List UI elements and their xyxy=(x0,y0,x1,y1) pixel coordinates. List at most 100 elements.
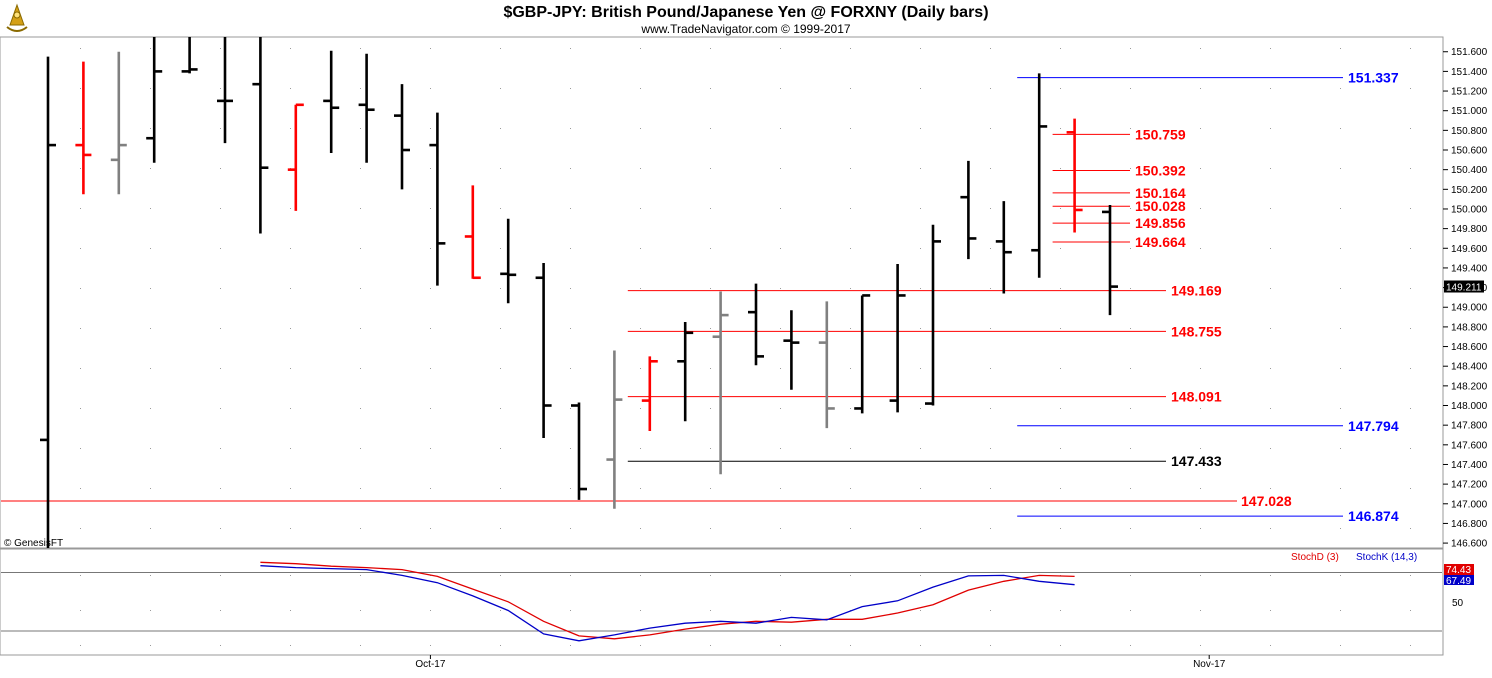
grid-dot xyxy=(920,528,921,529)
grid-dot xyxy=(1200,645,1201,646)
grid-dot xyxy=(1270,288,1271,289)
grid-dot xyxy=(220,288,221,289)
grid-dot xyxy=(780,48,781,49)
price-tick-label: 148.200 xyxy=(1451,381,1488,392)
grid-dot xyxy=(220,575,221,576)
level-label: 150.392 xyxy=(1135,162,1186,178)
grid-dot xyxy=(220,248,221,249)
grid-dot xyxy=(1270,645,1271,646)
level-label: 150.028 xyxy=(1135,198,1186,214)
grid-dot xyxy=(990,48,991,49)
grid-dot xyxy=(290,208,291,209)
grid-dot xyxy=(290,488,291,489)
grid-dot xyxy=(640,448,641,449)
grid-dot xyxy=(570,288,571,289)
ohlc-bar xyxy=(1066,118,1083,233)
price-tick-label: 147.000 xyxy=(1451,499,1488,510)
grid-dot xyxy=(710,88,711,89)
grid-dot xyxy=(920,368,921,369)
grid-dot xyxy=(220,208,221,209)
grid-dot xyxy=(850,248,851,249)
grid-dot xyxy=(1340,208,1341,209)
grid-dot xyxy=(290,575,291,576)
grid-dot xyxy=(990,208,991,209)
grid-dot xyxy=(80,408,81,409)
grid-dot xyxy=(1060,168,1061,169)
grid-dot xyxy=(780,575,781,576)
ohlc-bar xyxy=(571,402,587,500)
grid-dot xyxy=(990,610,991,611)
grid-dot xyxy=(500,128,501,129)
grid-dot xyxy=(80,248,81,249)
chart-title: $GBP-JPY: British Pound/Japanese Yen @ F… xyxy=(503,4,988,21)
ohlc-bar xyxy=(1031,73,1048,278)
grid-dot xyxy=(150,128,151,129)
ohlc-bar xyxy=(712,291,729,475)
grid-dot xyxy=(150,610,151,611)
grid-dot xyxy=(780,610,781,611)
grid-dot xyxy=(360,168,361,169)
price-tick-label: 146.800 xyxy=(1451,519,1488,530)
price-tick-label: 147.800 xyxy=(1451,421,1488,432)
grid-dot xyxy=(80,368,81,369)
grid-dot xyxy=(360,328,361,329)
grid-dot xyxy=(990,528,991,529)
grid-dot xyxy=(1410,88,1411,89)
level-label: 147.433 xyxy=(1171,453,1222,469)
grid-dot xyxy=(430,408,431,409)
grid-dot xyxy=(570,128,571,129)
grid-dot xyxy=(1060,645,1061,646)
grid-dot xyxy=(1340,368,1341,369)
grid-dot xyxy=(220,48,221,49)
grid-dot xyxy=(360,128,361,129)
grid-dot xyxy=(1410,328,1411,329)
ohlc-bar xyxy=(110,51,127,195)
grid-dot xyxy=(640,328,641,329)
grid-dot xyxy=(640,575,641,576)
grid-dot xyxy=(1060,128,1061,129)
grid-dot xyxy=(710,248,711,249)
grid-dot xyxy=(500,408,501,409)
price-tick-label: 147.400 xyxy=(1451,460,1488,471)
grid-dot xyxy=(1200,48,1201,49)
grid-dot xyxy=(290,448,291,449)
stoch-readouts: 74.43 67.49 xyxy=(1444,564,1474,587)
grid-dot xyxy=(1270,610,1271,611)
grid-dot xyxy=(1130,448,1131,449)
grid-dot xyxy=(150,88,151,89)
grid-dot xyxy=(710,575,711,576)
grid-dot xyxy=(500,88,501,89)
grid-dot xyxy=(1130,128,1131,129)
date-axis: Oct-17 Nov-17 xyxy=(415,655,1226,670)
grid-dot xyxy=(1130,48,1131,49)
grid-dot xyxy=(430,645,431,646)
grid-dot xyxy=(1200,248,1201,249)
price-axis: 151.600 151.400 151.200 151.000 150.800 150.6… xyxy=(1443,47,1488,550)
grid-dot xyxy=(850,368,851,369)
grid-dot xyxy=(80,328,81,329)
ohlc-bar xyxy=(75,61,92,195)
grid-dot xyxy=(1270,448,1271,449)
grid-dot xyxy=(430,88,431,89)
grid-dot xyxy=(1200,448,1201,449)
ohlc-bars xyxy=(40,37,1118,548)
grid-dot xyxy=(430,208,431,209)
grid-dot xyxy=(920,248,921,249)
grid-dot xyxy=(80,48,81,49)
grid-dot xyxy=(1340,48,1341,49)
level-lines: 151.337 150.759 150.392 150.164150.028149.8… xyxy=(1,70,1399,524)
grid-dot xyxy=(150,208,151,209)
grid-dot xyxy=(220,408,221,409)
price-tick-label: 150.800 xyxy=(1451,126,1488,137)
grid-dot xyxy=(290,528,291,529)
grid-dot xyxy=(920,575,921,576)
grid-dot xyxy=(570,48,571,49)
stochastic-pane[interactable] xyxy=(0,548,1444,656)
grid-dot xyxy=(360,575,361,576)
grid-dot xyxy=(990,248,991,249)
grid-dot xyxy=(640,368,641,369)
grid-dot xyxy=(570,528,571,529)
stoch-k-legend: StochK (14,3) xyxy=(1356,552,1417,563)
grid-dot xyxy=(780,88,781,89)
